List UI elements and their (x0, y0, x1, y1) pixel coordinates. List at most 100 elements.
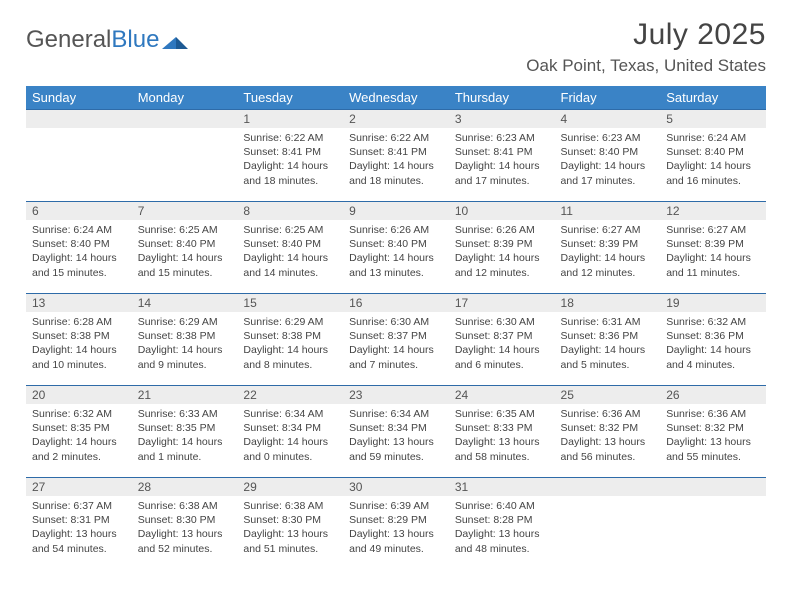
day-number: 6 (26, 202, 132, 220)
day-detail-line: Sunset: 8:41 PM (455, 145, 549, 159)
calendar-cell: 26Sunrise: 6:36 AMSunset: 8:32 PMDayligh… (660, 386, 766, 478)
calendar-cell: 13Sunrise: 6:28 AMSunset: 8:38 PMDayligh… (26, 294, 132, 386)
day-detail-line: Sunrise: 6:36 AM (561, 407, 655, 421)
day-detail-line: Daylight: 14 hours (243, 159, 337, 173)
day-detail-line: Daylight: 14 hours (138, 343, 232, 357)
calendar-cell: 16Sunrise: 6:30 AMSunset: 8:37 PMDayligh… (343, 294, 449, 386)
day-detail-line: Sunrise: 6:24 AM (32, 223, 126, 237)
day-detail-line: and 16 minutes. (666, 174, 760, 188)
day-detail-line: Daylight: 14 hours (349, 251, 443, 265)
day-detail-line: and 17 minutes. (561, 174, 655, 188)
day-detail-line: Daylight: 14 hours (455, 343, 549, 357)
day-detail-line: Sunset: 8:30 PM (243, 513, 337, 527)
day-detail-line: Sunset: 8:34 PM (243, 421, 337, 435)
day-details: Sunrise: 6:33 AMSunset: 8:35 PMDaylight:… (132, 404, 238, 464)
day-details: Sunrise: 6:22 AMSunset: 8:41 PMDaylight:… (237, 128, 343, 188)
day-details: Sunrise: 6:26 AMSunset: 8:40 PMDaylight:… (343, 220, 449, 280)
day-detail-line: Sunrise: 6:22 AM (349, 131, 443, 145)
day-detail-line: Sunrise: 6:32 AM (32, 407, 126, 421)
day-details: Sunrise: 6:34 AMSunset: 8:34 PMDaylight:… (237, 404, 343, 464)
day-details: Sunrise: 6:40 AMSunset: 8:28 PMDaylight:… (449, 496, 555, 556)
day-detail-line: and 12 minutes. (561, 266, 655, 280)
day-number: 25 (555, 386, 661, 404)
day-details: Sunrise: 6:32 AMSunset: 8:36 PMDaylight:… (660, 312, 766, 372)
day-detail-line: Sunset: 8:38 PM (138, 329, 232, 343)
day-details: Sunrise: 6:30 AMSunset: 8:37 PMDaylight:… (449, 312, 555, 372)
day-detail-line: Daylight: 14 hours (666, 251, 760, 265)
calendar-cell: 1Sunrise: 6:22 AMSunset: 8:41 PMDaylight… (237, 110, 343, 202)
day-detail-line: Sunset: 8:38 PM (32, 329, 126, 343)
day-detail-line: Sunset: 8:37 PM (349, 329, 443, 343)
day-detail-line: Sunrise: 6:23 AM (455, 131, 549, 145)
day-detail-line: Sunset: 8:31 PM (32, 513, 126, 527)
day-number-empty (660, 478, 766, 496)
day-header: Thursday (449, 86, 555, 110)
calendar-week-row: 6Sunrise: 6:24 AMSunset: 8:40 PMDaylight… (26, 202, 766, 294)
day-detail-line: Sunrise: 6:29 AM (243, 315, 337, 329)
day-detail-line: and 8 minutes. (243, 358, 337, 372)
day-details: Sunrise: 6:23 AMSunset: 8:40 PMDaylight:… (555, 128, 661, 188)
day-detail-line: Sunrise: 6:26 AM (349, 223, 443, 237)
day-detail-line: Sunrise: 6:22 AM (243, 131, 337, 145)
calendar-cell: 21Sunrise: 6:33 AMSunset: 8:35 PMDayligh… (132, 386, 238, 478)
calendar-cell: 25Sunrise: 6:36 AMSunset: 8:32 PMDayligh… (555, 386, 661, 478)
day-detail-line: Sunset: 8:35 PM (138, 421, 232, 435)
day-detail-line: Daylight: 14 hours (666, 343, 760, 357)
day-number: 24 (449, 386, 555, 404)
day-detail-line: and 15 minutes. (32, 266, 126, 280)
day-details: Sunrise: 6:29 AMSunset: 8:38 PMDaylight:… (237, 312, 343, 372)
calendar-head: SundayMondayTuesdayWednesdayThursdayFrid… (26, 86, 766, 110)
day-number: 31 (449, 478, 555, 496)
day-detail-line: and 1 minute. (138, 450, 232, 464)
day-detail-line: Sunset: 8:36 PM (561, 329, 655, 343)
day-detail-line: Sunset: 8:35 PM (32, 421, 126, 435)
day-detail-line: Sunset: 8:41 PM (243, 145, 337, 159)
day-detail-line: Sunset: 8:30 PM (138, 513, 232, 527)
day-detail-line: Sunset: 8:29 PM (349, 513, 443, 527)
calendar-cell: 11Sunrise: 6:27 AMSunset: 8:39 PMDayligh… (555, 202, 661, 294)
day-detail-line: and 5 minutes. (561, 358, 655, 372)
calendar-cell: 19Sunrise: 6:32 AMSunset: 8:36 PMDayligh… (660, 294, 766, 386)
day-details: Sunrise: 6:25 AMSunset: 8:40 PMDaylight:… (237, 220, 343, 280)
day-detail-line: and 51 minutes. (243, 542, 337, 556)
day-detail-line: Sunset: 8:33 PM (455, 421, 549, 435)
day-details: Sunrise: 6:36 AMSunset: 8:32 PMDaylight:… (555, 404, 661, 464)
day-detail-line: Sunset: 8:40 PM (138, 237, 232, 251)
day-detail-line: and 7 minutes. (349, 358, 443, 372)
day-header: Monday (132, 86, 238, 110)
day-details: Sunrise: 6:29 AMSunset: 8:38 PMDaylight:… (132, 312, 238, 372)
day-details: Sunrise: 6:32 AMSunset: 8:35 PMDaylight:… (26, 404, 132, 464)
day-number: 3 (449, 110, 555, 128)
day-detail-line: Sunset: 8:34 PM (349, 421, 443, 435)
day-details: Sunrise: 6:22 AMSunset: 8:41 PMDaylight:… (343, 128, 449, 188)
day-details: Sunrise: 6:38 AMSunset: 8:30 PMDaylight:… (237, 496, 343, 556)
day-detail-line: Sunrise: 6:27 AM (561, 223, 655, 237)
day-detail-line: Daylight: 14 hours (455, 251, 549, 265)
day-detail-line: Sunset: 8:40 PM (666, 145, 760, 159)
day-number: 8 (237, 202, 343, 220)
day-detail-line: and 56 minutes. (561, 450, 655, 464)
calendar-week-row: 13Sunrise: 6:28 AMSunset: 8:38 PMDayligh… (26, 294, 766, 386)
day-detail-line: Sunset: 8:39 PM (561, 237, 655, 251)
day-detail-line: Sunset: 8:40 PM (32, 237, 126, 251)
brand-part2: Blue (111, 26, 159, 54)
calendar-cell: 3Sunrise: 6:23 AMSunset: 8:41 PMDaylight… (449, 110, 555, 202)
day-detail-line: and 11 minutes. (666, 266, 760, 280)
day-detail-line: Sunrise: 6:25 AM (243, 223, 337, 237)
calendar-body: 1Sunrise: 6:22 AMSunset: 8:41 PMDaylight… (26, 110, 766, 570)
calendar-cell (660, 478, 766, 570)
calendar-cell: 8Sunrise: 6:25 AMSunset: 8:40 PMDaylight… (237, 202, 343, 294)
day-details: Sunrise: 6:39 AMSunset: 8:29 PMDaylight:… (343, 496, 449, 556)
day-number: 18 (555, 294, 661, 312)
day-header: Wednesday (343, 86, 449, 110)
day-detail-line: Daylight: 14 hours (561, 343, 655, 357)
day-detail-line: Daylight: 14 hours (243, 343, 337, 357)
day-detail-line: and 14 minutes. (243, 266, 337, 280)
header-row: GeneralBlue July 2025 Oak Point, Texas, … (26, 18, 766, 76)
day-detail-line: Sunset: 8:39 PM (455, 237, 549, 251)
day-detail-line: Sunrise: 6:31 AM (561, 315, 655, 329)
day-detail-line: and 55 minutes. (666, 450, 760, 464)
day-detail-line: Sunset: 8:36 PM (666, 329, 760, 343)
calendar-cell: 7Sunrise: 6:25 AMSunset: 8:40 PMDaylight… (132, 202, 238, 294)
day-detail-line: Sunrise: 6:40 AM (455, 499, 549, 513)
